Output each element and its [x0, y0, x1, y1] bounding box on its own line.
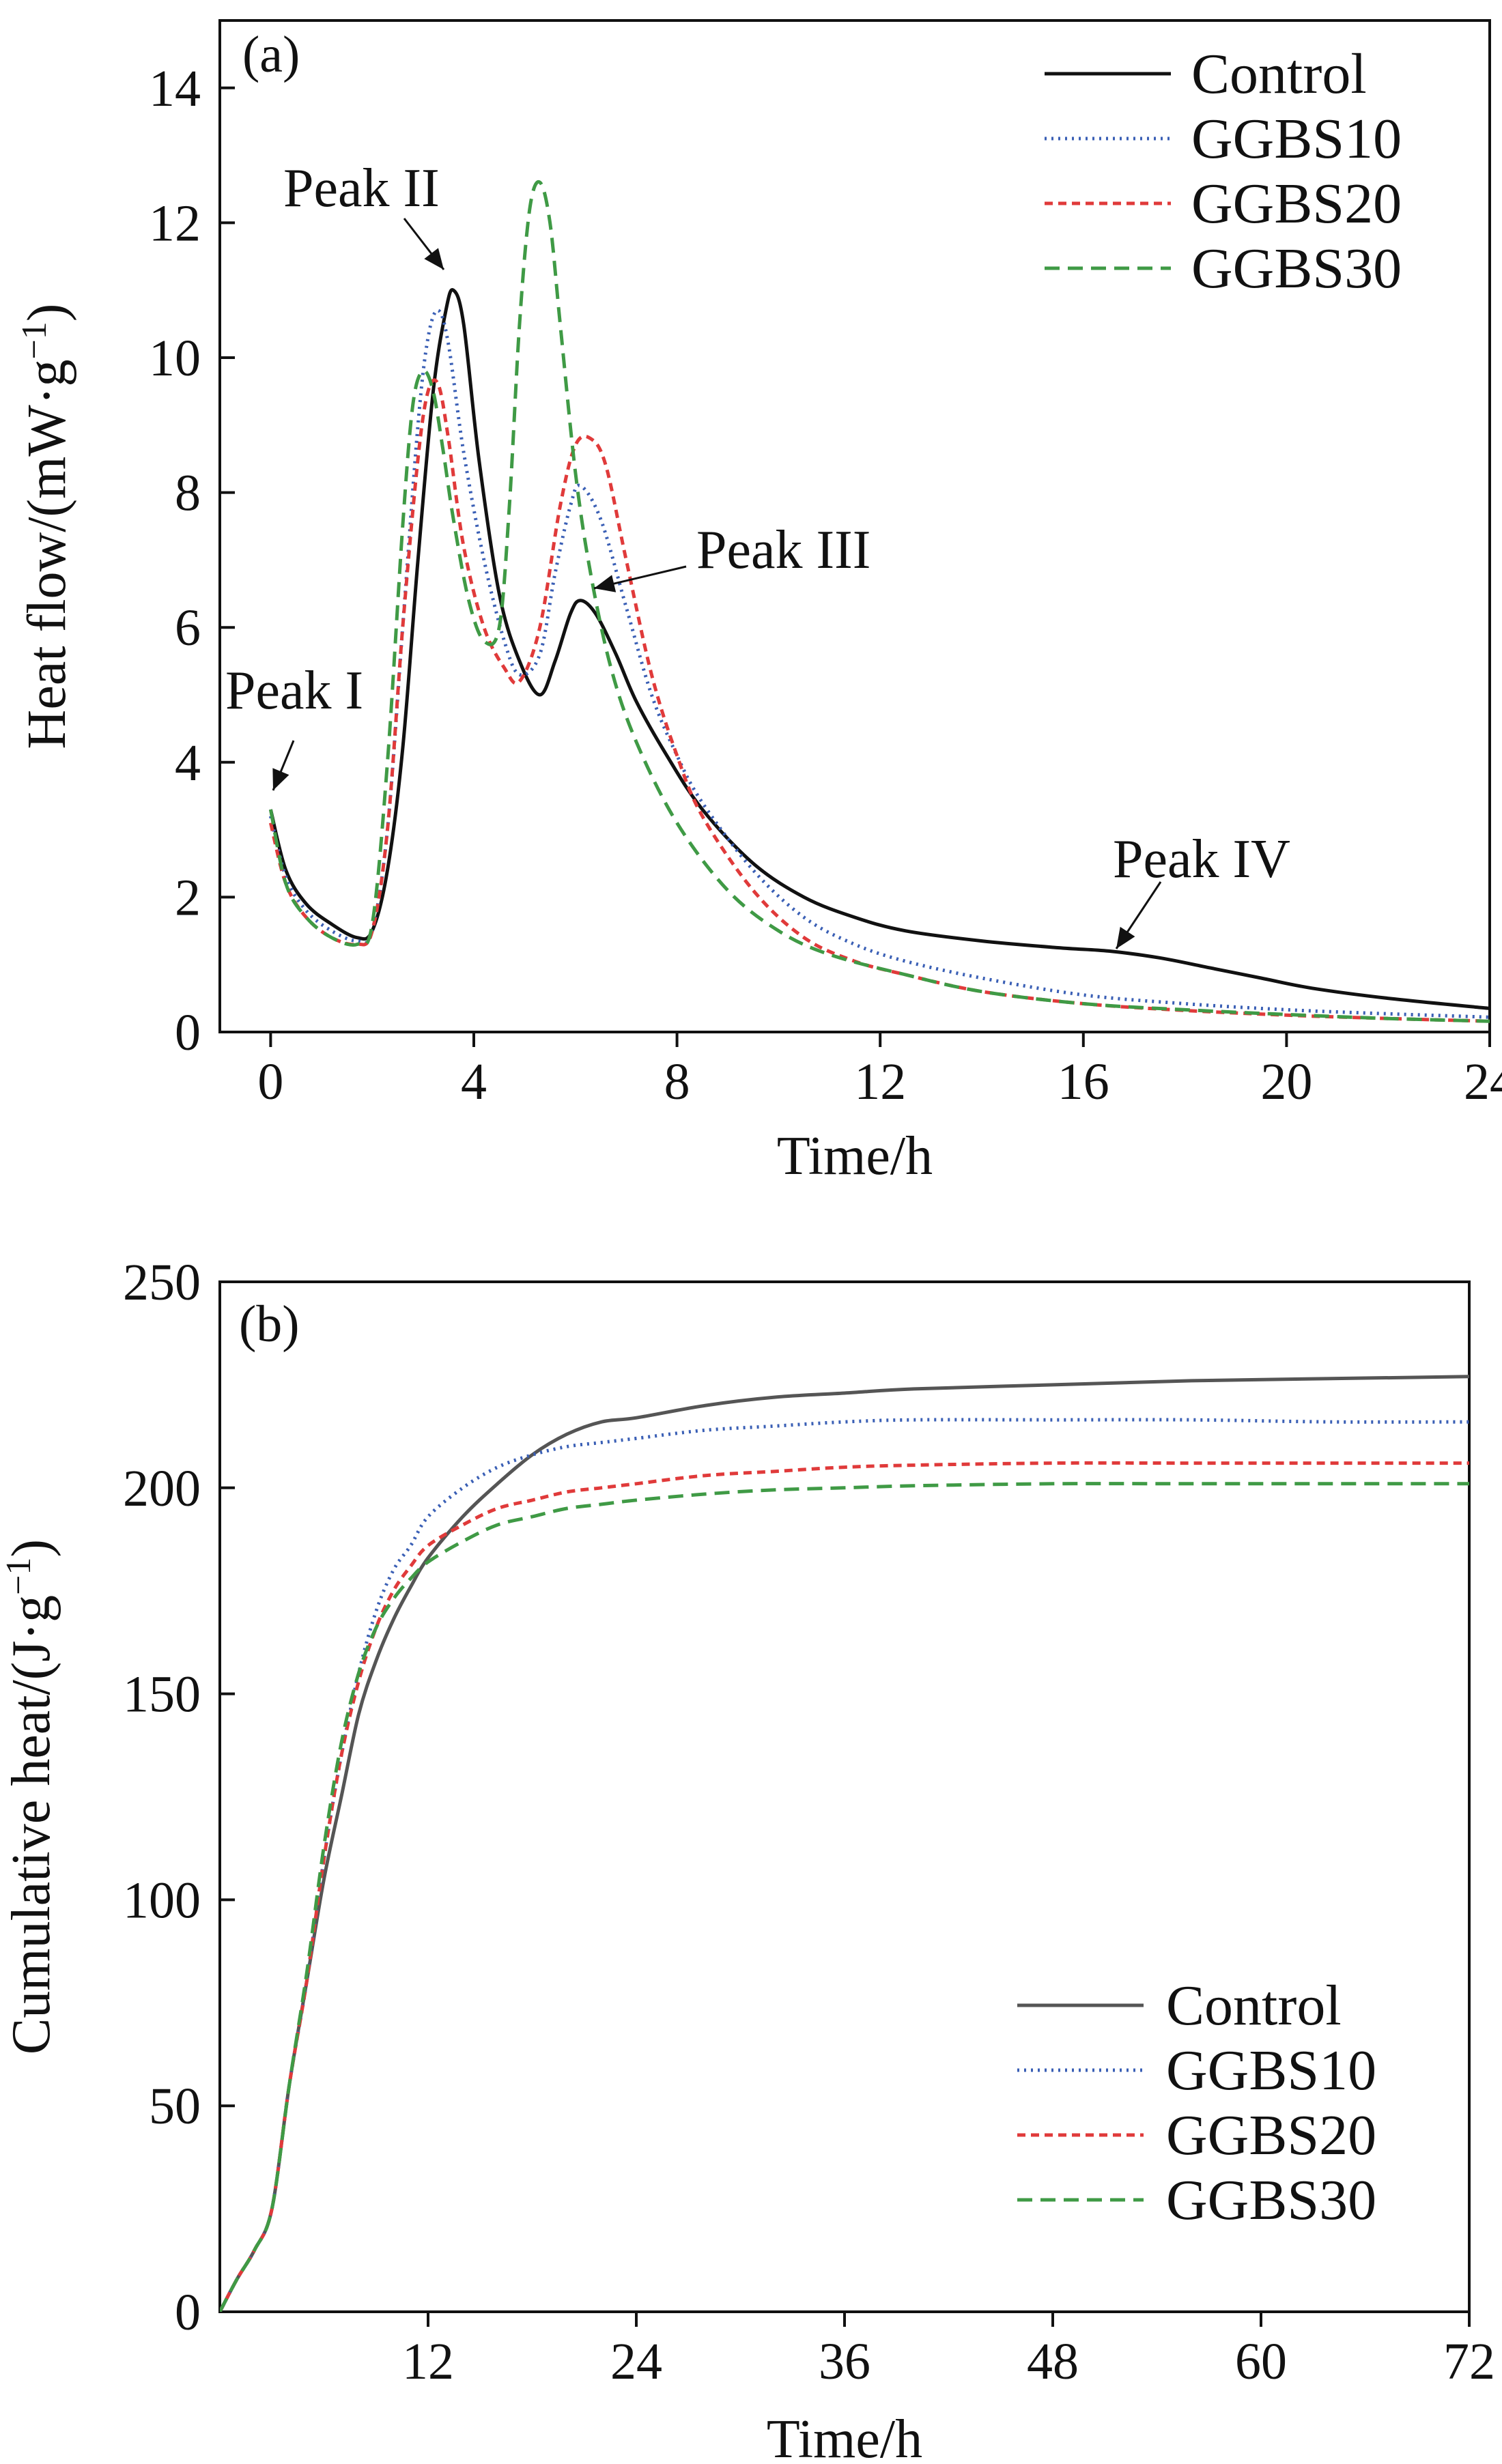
heat-flow-x-tick-label: 16	[1058, 1053, 1109, 1111]
cumulative-heat-series-ggbs30	[220, 1482, 1469, 2312]
annotation-peak-ii: Peak II	[283, 158, 440, 218]
heat-flow-x-tick-label: 4	[461, 1053, 487, 1111]
heat-flow-x-tick-label: 20	[1260, 1053, 1312, 1111]
heat-flow-series-ggbs30	[268, 180, 1490, 1023]
annotation-arrowhead	[594, 575, 617, 592]
cumulative-heat-series-ggbs10	[220, 1418, 1469, 2312]
heat-flow-x-tick-label: 24	[1464, 1053, 1502, 1111]
annotation-peak-iii: Peak III	[696, 520, 870, 580]
cumulative-heat-legend-label: GGBS10	[1166, 2039, 1376, 2102]
cumulative-heat-series-ggbs20	[220, 1461, 1469, 2312]
cumulative-heat-y-tick-label: 100	[123, 1872, 201, 1929]
heat-flow-x-tick-label: 8	[664, 1053, 690, 1111]
cumulative-heat-x-tick-label: 60	[1235, 2333, 1287, 2390]
heat-flow-y-tick-label: 8	[175, 465, 201, 522]
heat-flow-legend-label: GGBS30	[1191, 237, 1402, 300]
heat-flow-y-tick-label: 12	[149, 195, 201, 252]
heat-flow-y-axis-title: Heat flow/(mW·g−1)	[15, 304, 77, 749]
cumulative-heat-y-tick-label: 0	[175, 2284, 201, 2341]
cumulative-heat-x-tick-label: 12	[402, 2333, 454, 2390]
cumulative-heat-legend-label: GGBS20	[1166, 2104, 1376, 2167]
cumulative-heat-x-tick-label: 72	[1443, 2333, 1495, 2390]
cumulative-heat-y-tick-label: 150	[123, 1666, 201, 1723]
heat-flow-y-tick-label: 6	[175, 599, 201, 657]
annotation-peak-iv: Peak IV	[1113, 829, 1290, 889]
heat-flow-y-tick-label: 2	[175, 869, 201, 926]
cumulative-heat-y-tick-label: 250	[123, 1254, 201, 1311]
heat-flow-y-tick-label: 4	[175, 734, 201, 792]
heat-flow-y-tick-label: 10	[149, 330, 201, 387]
heat-flow-series-ggbs10	[268, 309, 1490, 1019]
cumulative-heat-legend-label: Control	[1166, 1974, 1342, 2037]
cumulative-heat-chart: 12 24 36 48 60 72 0 50 100 150 200 250 Time/h Cumulat…	[0, 1254, 1495, 2464]
cumulative-heat-y-tick-label: 200	[123, 1460, 201, 1517]
annotation-peak-i: Peak I	[225, 661, 363, 721]
heat-flow-x-tick-label: 0	[257, 1053, 283, 1111]
heat-flow-series-ggbs20	[268, 378, 1490, 1023]
heat-flow-x-axis-title: Time/h	[777, 1126, 933, 1186]
heat-flow-legend-label: GGBS20	[1191, 172, 1402, 235]
cumulative-heat-legend-label: GGBS30	[1166, 2168, 1376, 2232]
cumulative-heat-y-axis-title: Cumulative heat/(J·g−1)	[0, 1539, 61, 2054]
annotation-arrowhead	[272, 768, 289, 790]
cumulative-heat-series-control	[220, 1375, 1469, 2312]
cumulative-heat-x-tick-label: 24	[610, 2333, 662, 2390]
cumulative-heat-y-tick-label: 50	[149, 2078, 201, 2135]
heat-flow-y-tick-label: 0	[175, 1004, 201, 1061]
heat-flow-x-tick-label: 12	[854, 1053, 906, 1111]
cumulative-heat-x-tick-label: 36	[819, 2333, 870, 2390]
heat-flow-series-control	[268, 288, 1490, 1010]
annotation-arrowhead	[1116, 926, 1135, 949]
cumulative-heat-x-axis-title: Time/h	[767, 2409, 922, 2464]
heat-flow-y-tick-label: 14	[149, 60, 201, 117]
heat-flow-plot-frame	[218, 19, 1491, 1033]
heat-flow-legend-label: Control	[1191, 42, 1367, 106]
heat-flow-panel-label: (a)	[242, 26, 300, 83]
cumulative-heat-panel-label: (b)	[239, 1295, 300, 1353]
annotation-arrowhead	[424, 248, 444, 270]
heat-flow-legend-label: GGBS10	[1191, 107, 1402, 171]
cumulative-heat-x-tick-label: 48	[1027, 2333, 1079, 2390]
